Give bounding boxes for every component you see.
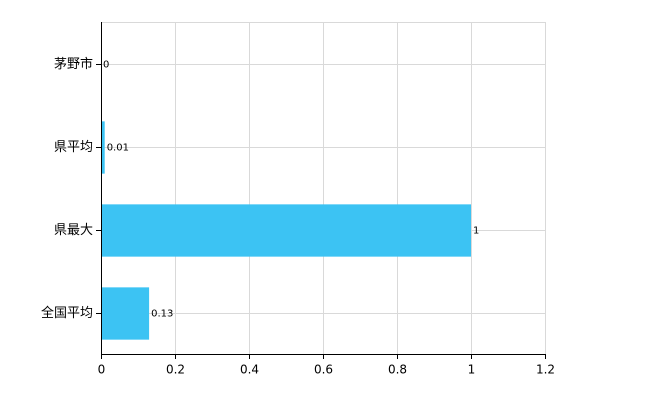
value-label: 1 [473,226,479,237]
bar [101,121,105,174]
y-tick-label: 県最大 [54,223,93,238]
bar [101,287,150,340]
x-tick-label: 0.2 [166,363,185,377]
value-label: 0 [103,60,109,71]
x-tick-label: 1.2 [536,363,555,377]
value-label: 0.13 [151,309,173,320]
y-tick-label: 全国平均 [41,305,93,321]
x-tick-label: 0.8 [388,363,407,377]
value-label: 0.01 [107,143,129,154]
x-tick-label: 0.6 [314,363,333,377]
y-tick-label: 茅野市 [54,56,93,72]
x-tick-label: 1 [468,363,476,377]
x-tick-label: 0 [98,363,106,377]
y-tick-label: 県平均 [54,140,93,155]
bar [101,204,471,257]
x-tick-label: 0.4 [240,363,259,377]
